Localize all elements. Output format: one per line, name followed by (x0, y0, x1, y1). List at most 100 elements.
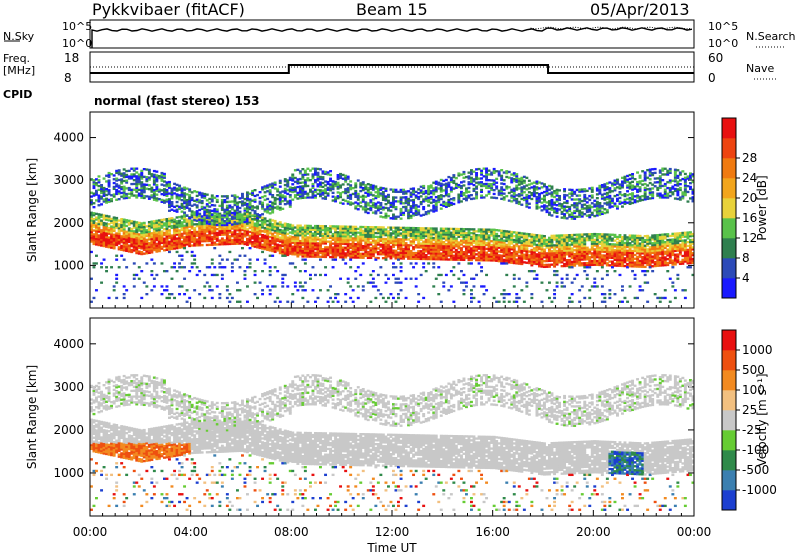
power-cell (296, 180, 300, 183)
power-cell (454, 241, 458, 244)
power-cell (170, 193, 174, 196)
power-cell (392, 253, 395, 256)
power-cell (127, 221, 131, 224)
power-cell (112, 195, 116, 198)
power-cell (397, 200, 400, 203)
power-cell (225, 214, 229, 217)
power-cell (268, 273, 272, 277)
power-cell (309, 245, 312, 249)
power-cell (505, 262, 509, 265)
power-cell (505, 293, 509, 296)
power-cell (130, 243, 134, 246)
power-cell (253, 237, 257, 241)
power-cell (120, 237, 124, 240)
power-cell (467, 177, 471, 180)
power-cell (160, 198, 164, 202)
power-cell (298, 285, 302, 288)
power-cell (392, 236, 395, 239)
power-cell (132, 182, 136, 186)
power-cell (381, 191, 385, 194)
power-cell (303, 185, 307, 188)
power-cell (540, 182, 544, 185)
power-cell (117, 190, 121, 193)
power-cell (253, 241, 257, 244)
power-cell (253, 222, 257, 225)
power-cell (218, 226, 222, 229)
power-cell (110, 231, 114, 234)
power-cell (112, 285, 116, 288)
power-cell (527, 260, 531, 263)
power-cell (319, 175, 322, 179)
power-cell (475, 257, 479, 260)
power-cell (168, 232, 171, 236)
power-cell (470, 180, 473, 183)
power-cell (220, 195, 224, 198)
power-cell (100, 191, 104, 195)
power-cell (145, 168, 149, 171)
power-cell (215, 235, 219, 239)
power-cell (381, 296, 385, 300)
power-cell (314, 196, 317, 199)
power-cell (502, 293, 506, 296)
power-cell (371, 233, 375, 237)
power-cell (419, 201, 423, 204)
power-cell (102, 258, 106, 261)
power-cell (230, 242, 234, 246)
power-cell (241, 226, 244, 230)
power-cell (137, 235, 141, 238)
power-cell (502, 171, 506, 174)
power-cell (102, 223, 106, 227)
power-cell (517, 200, 521, 204)
power-cell (462, 233, 466, 237)
power-cell (253, 213, 257, 217)
power-cell (341, 242, 345, 246)
power-cell (243, 220, 247, 224)
power-cell (147, 245, 151, 249)
power-cell (147, 236, 151, 239)
power-cell (180, 228, 184, 232)
power-cell (105, 189, 109, 193)
power-cell (195, 244, 199, 247)
power-cell (223, 212, 227, 215)
power-cell (336, 300, 340, 303)
power-cell (324, 266, 328, 269)
power-cell (173, 234, 177, 237)
power-cell (316, 177, 320, 180)
power-cell (165, 218, 169, 221)
power-cell (409, 191, 413, 194)
power-cell (243, 207, 247, 210)
power-cell (102, 214, 106, 217)
power-cell (241, 238, 244, 241)
power-cell (218, 296, 222, 300)
power-cell (309, 190, 312, 193)
power-cell (324, 242, 328, 245)
power-cell (228, 235, 232, 238)
power-cell (170, 277, 174, 280)
power-cell (273, 250, 277, 253)
power-cell (271, 228, 275, 232)
power-cell (293, 188, 297, 191)
power-cell (208, 218, 212, 222)
power-cell (253, 270, 257, 273)
power-cell (341, 250, 345, 253)
power-cell (170, 219, 174, 222)
power-cell (208, 209, 212, 212)
power-cell (261, 222, 265, 225)
power-cell (527, 206, 531, 209)
power-cell (218, 233, 222, 236)
power-cell (193, 229, 197, 232)
power-cell (230, 194, 234, 197)
power-cell (470, 228, 473, 231)
power-cell (155, 273, 159, 277)
power-cell (258, 241, 262, 244)
power-cell (248, 226, 252, 230)
power-cell (485, 251, 489, 254)
power-cell (397, 258, 400, 261)
power-cell (485, 241, 489, 245)
power-cell (394, 277, 398, 280)
power-cell (253, 212, 257, 215)
power-cell (127, 233, 131, 236)
power-cell (341, 198, 345, 202)
power-cell (130, 235, 134, 238)
power-cell (543, 194, 546, 198)
